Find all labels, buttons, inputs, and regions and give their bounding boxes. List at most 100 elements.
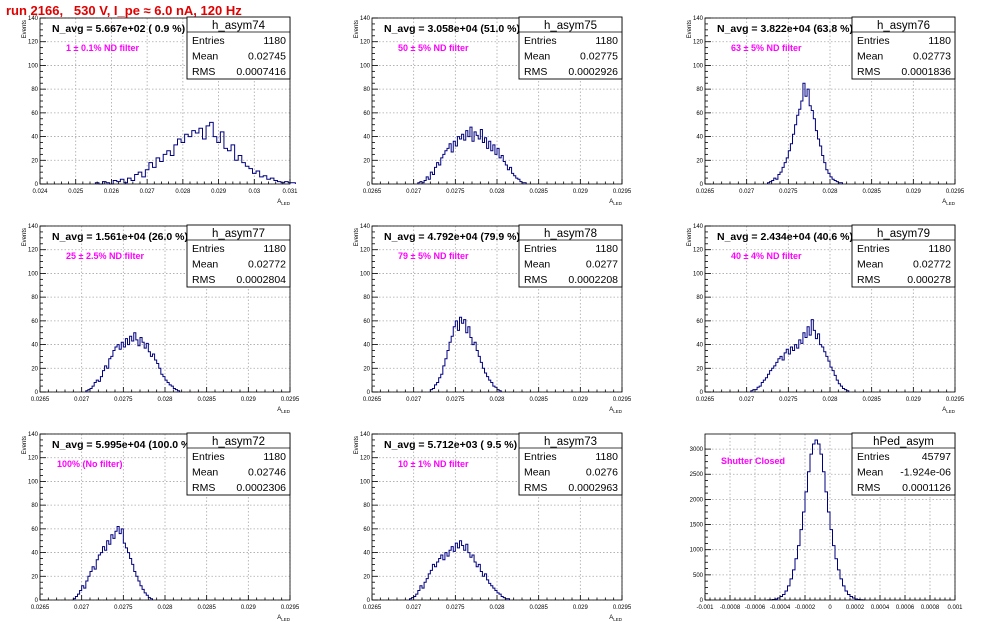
stat-label: Entries xyxy=(857,243,890,255)
x-tick-label: 0.001 xyxy=(947,605,963,611)
x-tick-label: 0.026 xyxy=(104,189,120,195)
y-tick-label: 40 xyxy=(31,343,38,349)
x-tick-label: 0.0275 xyxy=(779,189,798,195)
y-tick-label: 0 xyxy=(35,390,39,396)
histogram-line xyxy=(409,540,510,600)
stat-value: 0.0277 xyxy=(586,259,618,271)
x-tick-label: 0.0265 xyxy=(31,605,50,611)
x-tick-label: 0.0295 xyxy=(281,605,300,611)
x-tick-label: 0.028 xyxy=(157,397,173,403)
y-tick-label: 120 xyxy=(360,40,371,46)
stats-box xyxy=(518,16,623,80)
y-tick-label: 40 xyxy=(696,343,703,349)
x-tick-label: 0.024 xyxy=(32,189,48,195)
stat-label: RMS xyxy=(857,66,880,78)
y-tick-label: 60 xyxy=(31,527,38,533)
y-tick-label: 140 xyxy=(693,224,704,230)
histogram-name: h_asym79 xyxy=(877,228,930,240)
stat-value: 1180 xyxy=(595,451,618,463)
navg-title: N_avg = 4.792e+04 (79.9 %) xyxy=(384,231,520,243)
stat-value: -1.924e-06 xyxy=(900,467,951,479)
y-tick-label: 2000 xyxy=(690,497,704,503)
x-tick-label: -0.0008 xyxy=(720,605,741,611)
y-tick-label: 120 xyxy=(28,456,39,462)
y-tick-label: 80 xyxy=(31,87,38,93)
x-tick-label: 0.0295 xyxy=(613,397,632,403)
x-tick-label: 0.0265 xyxy=(31,397,50,403)
stat-value: 0.02775 xyxy=(580,51,618,63)
x-tick-label: 0.0265 xyxy=(696,397,715,403)
stat-value: 0.02745 xyxy=(248,51,286,63)
stat-label: Entries xyxy=(192,243,225,255)
x-tick-label: -0.001 xyxy=(696,605,714,611)
stat-value: 1180 xyxy=(263,243,286,255)
x-tick-label: 0.0285 xyxy=(529,397,548,403)
stat-value: 1180 xyxy=(928,243,951,255)
y-tick-label: 120 xyxy=(360,456,371,462)
x-tick-label: 0.027 xyxy=(406,189,422,195)
x-tick-label: 0.0285 xyxy=(197,397,216,403)
y-tick-label: 80 xyxy=(31,295,38,301)
x-tick-label: -0.0006 xyxy=(745,605,766,611)
y-tick-label: 0 xyxy=(700,182,704,188)
x-tick-label: 0.028 xyxy=(157,605,173,611)
stats-box xyxy=(851,224,956,288)
y-tick-label: 0 xyxy=(700,390,704,396)
x-tick-label: 0.027 xyxy=(74,605,90,611)
stat-value: 45797 xyxy=(922,451,951,463)
y-tick-label: 60 xyxy=(31,111,38,117)
stat-label: Mean xyxy=(524,467,550,479)
stat-value: 0.0002804 xyxy=(236,274,286,286)
y-tick-label: 100 xyxy=(28,479,39,485)
x-tick-label: 0.0285 xyxy=(529,605,548,611)
y-tick-label: 140 xyxy=(360,16,371,22)
y-axis-title: Events xyxy=(354,228,360,246)
panel-h_asym72: 0.0265 0.027 0.0275 0.028 0.0285 0.029 0.0295 0… xyxy=(22,432,300,622)
histogram-name: h_asym76 xyxy=(877,20,930,32)
stat-label: Mean xyxy=(857,259,883,271)
y-tick-label: 60 xyxy=(363,111,370,117)
stat-label: Mean xyxy=(524,51,550,63)
panel-h_asym77: 0.0265 0.027 0.0275 0.028 0.0285 0.029 0.0295 0… xyxy=(22,224,300,414)
filter-annotation: 10 ± 1% ND filter xyxy=(398,459,469,469)
stat-value: 0.0002306 xyxy=(236,482,286,494)
y-tick-label: 120 xyxy=(28,40,39,46)
y-tick-label: 140 xyxy=(360,432,371,438)
panel-hPed_asym: -0.001 -0.0008 -0.0006 -0.0004 -0.0002 0 0.000… xyxy=(690,432,963,611)
stat-value: 1180 xyxy=(928,35,951,47)
x-tick-label: 0.0265 xyxy=(363,189,382,195)
stat-label: RMS xyxy=(857,274,880,286)
y-axis-title: Events xyxy=(22,228,28,246)
stat-value: 0.0002963 xyxy=(568,482,618,494)
stat-label: Entries xyxy=(857,451,890,463)
x-tick-label: 0.029 xyxy=(241,605,257,611)
stat-label: Mean xyxy=(192,259,218,271)
x-tick-label: 0.028 xyxy=(822,189,838,195)
x-tick-label: 0.0265 xyxy=(363,397,382,403)
x-tick-label: 0.029 xyxy=(573,397,589,403)
panel-h_asym79: 0.0265 0.027 0.0275 0.028 0.0285 0.029 0.0295 0… xyxy=(687,224,965,414)
stats-box xyxy=(518,432,623,496)
x-axis-title: ALED xyxy=(942,407,956,414)
stat-label: RMS xyxy=(192,482,215,494)
x-tick-label: 0.027 xyxy=(140,189,156,195)
y-tick-label: 140 xyxy=(28,224,39,230)
x-tick-label: 0.0285 xyxy=(862,397,881,403)
y-axis-title: Events xyxy=(22,436,28,454)
stat-label: Entries xyxy=(524,243,557,255)
stat-label: RMS xyxy=(192,66,215,78)
histogram-name: h_asym78 xyxy=(544,228,597,240)
x-axis-title: ALED xyxy=(277,407,291,414)
x-tick-label: -0.0002 xyxy=(795,605,816,611)
x-tick-label: 0.0295 xyxy=(281,397,300,403)
x-tick-label: 0 xyxy=(828,605,832,611)
x-tick-label: 0.0265 xyxy=(363,605,382,611)
y-tick-label: 80 xyxy=(696,295,703,301)
y-tick-label: 20 xyxy=(363,366,370,372)
x-tick-label: 0.0008 xyxy=(921,605,940,611)
y-tick-label: 20 xyxy=(31,158,38,164)
y-tick-label: 0 xyxy=(35,182,39,188)
histogram-line xyxy=(429,316,502,392)
navg-title: N_avg = 1.561e+04 (26.0 %) xyxy=(52,231,188,243)
stat-label: Mean xyxy=(857,467,883,479)
